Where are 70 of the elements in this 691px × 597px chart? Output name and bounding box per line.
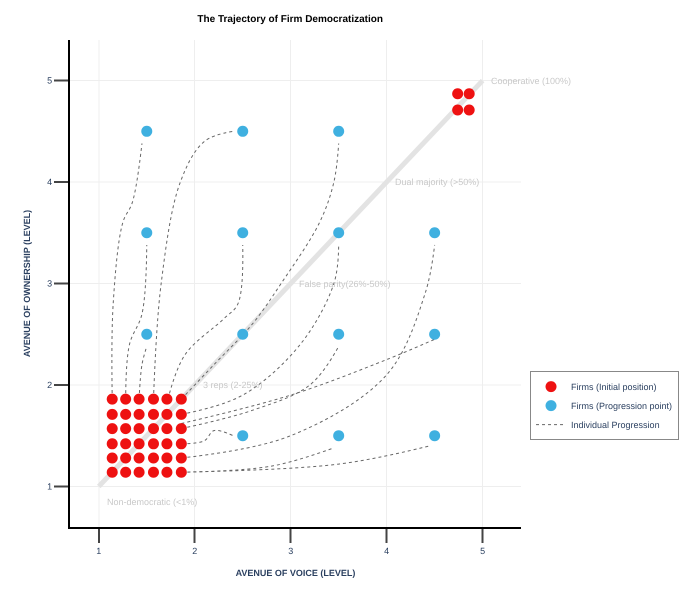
point [464,104,475,116]
point [148,452,159,464]
point [161,438,172,450]
point [120,438,132,450]
point [429,328,440,340]
point [452,104,464,116]
x-tick-label: 4 [384,546,390,556]
point [333,430,344,442]
x-tick-label: 1 [96,546,102,556]
x-axis-title: AVENUE OF VOICE (LEVEL) [236,568,356,578]
point [120,466,132,478]
point [120,423,132,434]
point [161,408,172,420]
point [134,466,145,478]
point [429,227,440,238]
point [120,408,132,420]
legend-label: Firms (Initial position) [571,382,657,392]
point [429,430,440,442]
point [237,328,248,340]
legend-label: Individual Progression [571,420,660,430]
y-tick-label: 5 [47,76,52,86]
point [106,466,118,478]
point [141,126,152,137]
point [148,466,159,478]
point [161,452,172,464]
x-tick-label: 5 [480,546,486,556]
point [161,466,172,478]
point [148,394,159,405]
point [237,430,248,442]
point [176,423,187,434]
point [333,227,344,238]
x-tick-label: 3 [288,546,294,556]
point [176,394,187,405]
point [120,394,132,405]
point [106,452,118,464]
point [148,423,159,434]
point [161,394,172,405]
legend-label: Firms (Progression point) [571,401,672,412]
point [333,126,344,137]
point [106,423,118,434]
y-tick-label: 3 [47,278,52,289]
point [148,408,159,420]
point [141,227,152,238]
point [141,328,152,340]
point [134,452,145,464]
point [134,408,145,420]
point [120,452,132,464]
point [176,408,187,420]
point [452,88,464,100]
point [134,394,145,405]
chart-title: The Trajectory of Firm Democratization [197,14,384,25]
point [176,466,187,478]
y-tick-label: 1 [47,482,52,492]
y-tick-label: 4 [47,177,52,188]
point [106,438,118,450]
point [237,126,248,137]
point [237,227,248,238]
point [176,452,187,464]
y-tick-label: 2 [47,380,52,390]
y-axis-title: AVENUE OF OWNERSHIP (LEVEL) [22,210,32,358]
point [106,394,118,405]
point [176,438,187,450]
x-tick-label: 2 [192,546,198,556]
point [148,438,159,450]
point [464,88,475,100]
point [134,438,145,450]
point [106,408,118,420]
point [333,328,344,340]
point [161,423,172,434]
point [134,423,145,434]
